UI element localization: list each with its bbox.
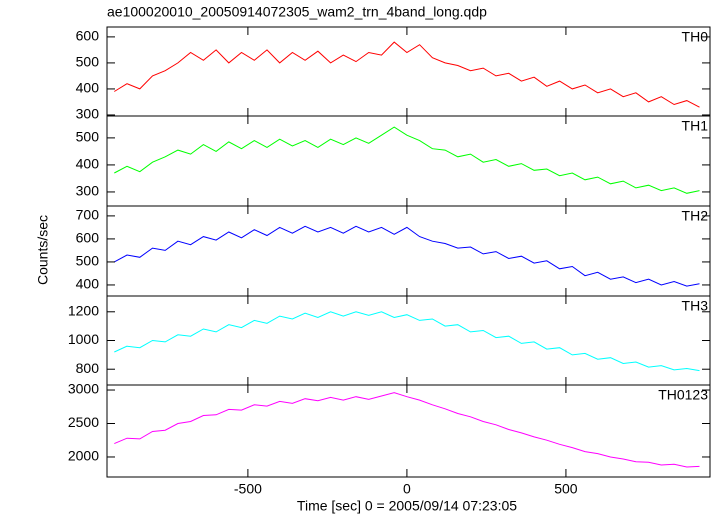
chart-title: ae100020010_20050914072305_wam2_trn_4ban… xyxy=(107,4,487,20)
data-line xyxy=(114,392,700,468)
panel-label: TH1 xyxy=(682,118,709,134)
panel-label: TH0 xyxy=(682,29,709,45)
y-tick-label: 400 xyxy=(76,156,100,172)
data-line xyxy=(114,126,700,194)
y-tick-label: 500 xyxy=(76,129,100,145)
y-tick-label: 2000 xyxy=(68,448,99,464)
y-tick-label: 3000 xyxy=(68,381,99,397)
y-tick-label: 500 xyxy=(76,253,100,269)
y-tick-label: 400 xyxy=(76,276,100,292)
panel-label: TH0123 xyxy=(658,387,708,403)
y-tick-label: 300 xyxy=(76,106,100,122)
y-axis-label: Counts/sec xyxy=(35,215,51,285)
y-tick-label: 2500 xyxy=(68,414,99,430)
panel-label: TH2 xyxy=(682,208,709,224)
x-tick-label: -500 xyxy=(234,481,262,497)
y-tick-label: 600 xyxy=(76,28,100,44)
y-tick-label: 1200 xyxy=(68,302,99,318)
y-tick-label: 1000 xyxy=(68,331,99,347)
y-tick-label: 400 xyxy=(76,80,100,96)
panel-frame xyxy=(106,26,711,117)
data-line xyxy=(114,41,700,108)
panel-label: TH3 xyxy=(682,298,709,314)
y-tick-label: 800 xyxy=(76,360,100,376)
data-line xyxy=(114,225,700,287)
y-tick-label: 500 xyxy=(76,54,100,70)
x-tick-label: 500 xyxy=(554,481,578,497)
panel-frame xyxy=(106,295,711,386)
x-tick-label: 0 xyxy=(403,481,411,497)
panel-frame xyxy=(106,115,711,207)
panel-frame xyxy=(106,384,711,478)
x-axis-label: Time [sec] 0 = 2005/09/14 07:23:05 xyxy=(297,498,517,514)
data-line xyxy=(114,311,700,372)
y-tick-label: 300 xyxy=(76,183,100,199)
y-tick-label: 700 xyxy=(76,207,100,223)
y-tick-label: 600 xyxy=(76,230,100,246)
panel-frame xyxy=(106,205,711,297)
